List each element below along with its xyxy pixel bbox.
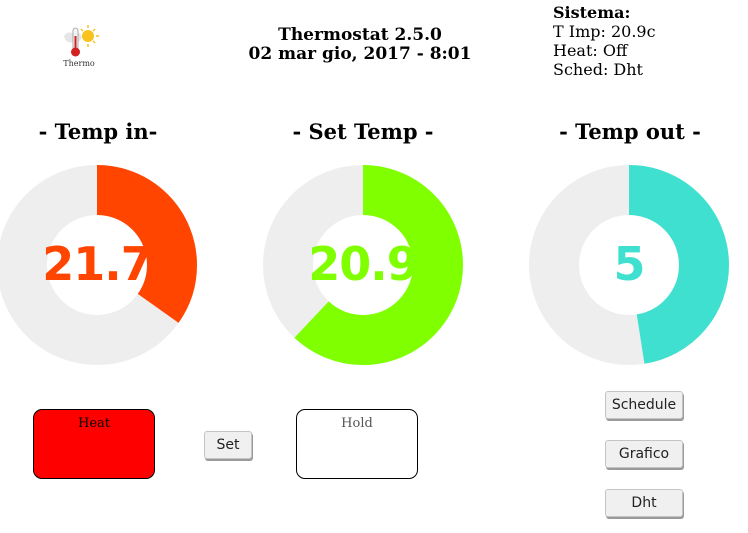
temp-in-title: - Temp in- (38, 119, 158, 144)
gauge-arc (263, 165, 463, 365)
system-heat: Heat: Off (553, 41, 628, 60)
set-temp-title: - Set Temp - (292, 119, 434, 144)
thermo-logo: Thermo (56, 22, 102, 70)
grafico-button[interactable]: Grafico (605, 440, 683, 468)
temp-out-gauge: 5 (528, 164, 730, 366)
system-status: Sistema: T Imp: 20.9c Heat: Off Sched: D… (553, 3, 656, 79)
heat-label: Heat (77, 416, 110, 431)
set-temp-gauge: 20.9 (262, 164, 464, 366)
heat-indicator[interactable]: Heat (33, 409, 155, 479)
datetime: 02 mar gio, 2017 - 8:01 (248, 44, 472, 64)
thermometer-sun-icon (64, 25, 99, 57)
logo-label: Thermo (63, 59, 95, 68)
gauge-arc (0, 165, 197, 365)
system-sched: Sched: Dht (553, 60, 643, 79)
schedule-button[interactable]: Schedule (605, 391, 683, 419)
set-button[interactable]: Set (204, 431, 252, 459)
temp-in-value: 21.7 (42, 237, 153, 291)
hold-toggle[interactable]: Hold (296, 409, 418, 479)
set-temp-value: 20.9 (308, 237, 419, 291)
dht-button[interactable]: Dht (605, 489, 683, 517)
temp-out-value: 5 (613, 237, 645, 291)
header: Thermostat 2.5.0 02 mar gio, 2017 - 8:01 (230, 26, 490, 64)
gauge-arc (529, 165, 729, 365)
temp-out-title: - Temp out - (559, 119, 701, 144)
system-heading: Sistema: (553, 3, 631, 22)
app-title: Thermostat 2.5.0 (278, 25, 442, 45)
hold-label: Hold (341, 416, 373, 431)
system-t-imp: T Imp: 20.9c (553, 22, 656, 41)
temp-in-gauge: 21.7 (0, 164, 198, 366)
